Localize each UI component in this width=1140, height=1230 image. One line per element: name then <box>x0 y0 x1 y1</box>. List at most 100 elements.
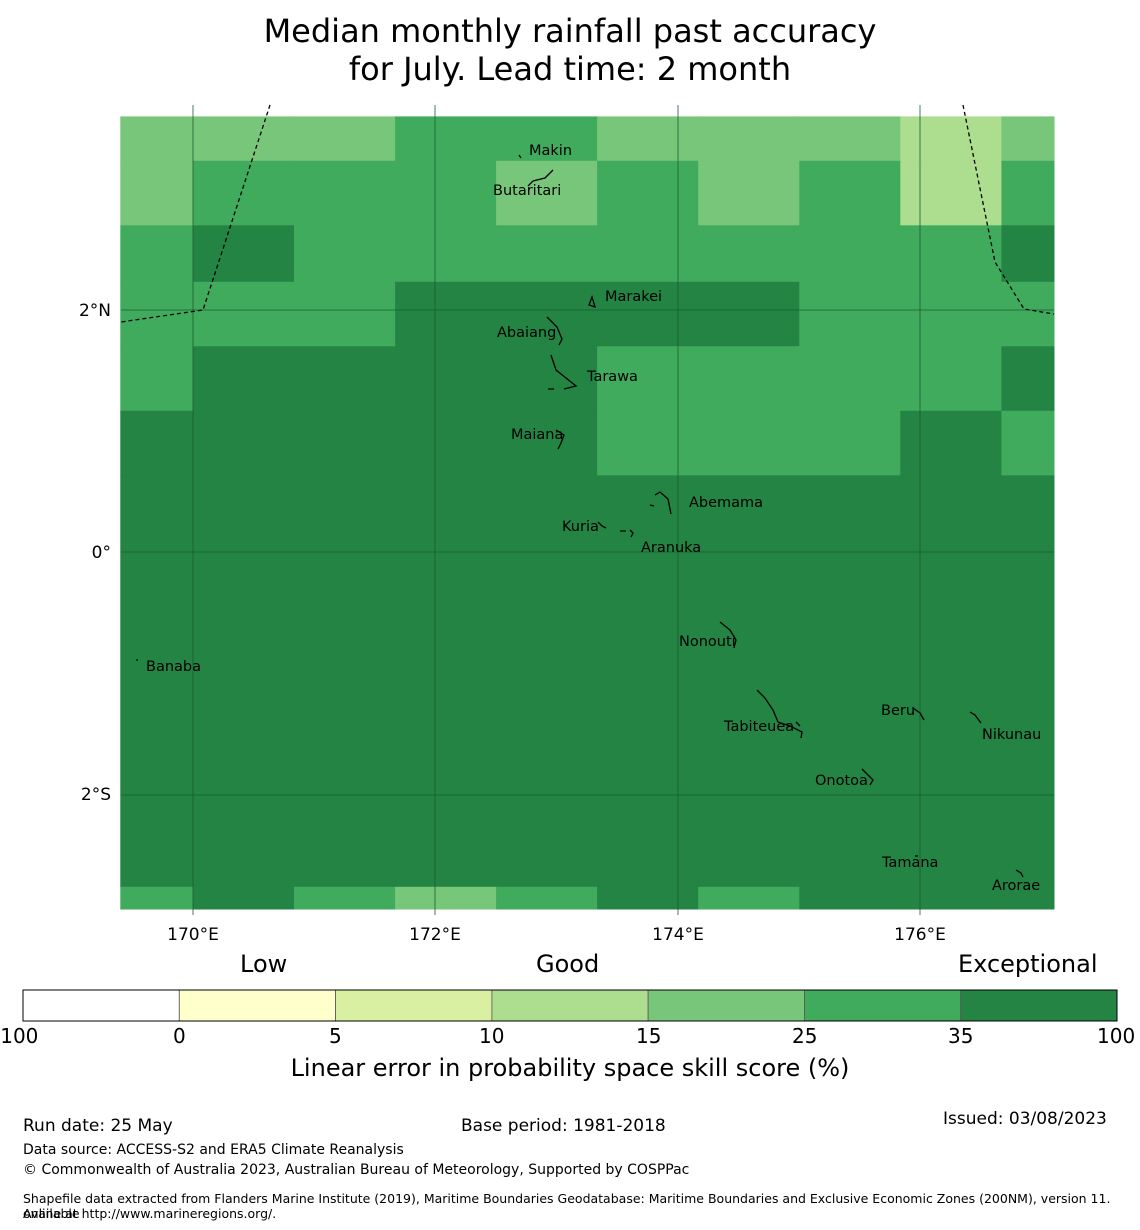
data-source: Data source: ACCESS-S2 and ERA5 Climate … <box>23 1142 404 1158</box>
category-label-good: Good <box>536 950 600 978</box>
island-label-beru: Beru <box>881 703 915 719</box>
grid-cell <box>698 160 800 226</box>
base-period: Base period: 1981-2018 <box>461 1116 666 1136</box>
grid-cell <box>193 410 295 476</box>
grid-cell <box>294 475 396 888</box>
grid-cell <box>395 410 497 476</box>
category-label-low: Low <box>240 950 288 978</box>
colorbar-segment <box>178 989 337 1022</box>
grid-cell <box>799 281 901 347</box>
grid-cell <box>597 160 699 226</box>
grid-cell <box>1001 116 1055 162</box>
lon-tick-172e: 172°E <box>409 925 461 945</box>
grid-cell <box>597 475 699 888</box>
colorbar-tick-100: 100 <box>1097 1024 1136 1048</box>
island-label-butaritari: Butaritari <box>493 183 561 199</box>
abaiang-coastline <box>546 316 563 346</box>
category-label-exceptional: Exceptional <box>958 950 1098 978</box>
grid-cell <box>698 225 800 283</box>
grid-cell <box>698 346 800 412</box>
island-label-onotoa: Onotoa <box>815 773 868 789</box>
grid-cell <box>294 410 396 476</box>
island-label-tabiteuea: Tabiteuea <box>723 719 794 735</box>
graticule-lines <box>121 105 1054 915</box>
grid-cell <box>799 475 901 888</box>
grid-cell <box>120 346 194 412</box>
island-labels: Makin Butaritari Marakei Abaiang Tarawa … <box>146 143 1041 894</box>
lat-tick-2n: 2°N <box>79 301 111 321</box>
grid-cell <box>900 410 1002 476</box>
grid-cell <box>496 225 598 283</box>
nonouti-coastline <box>719 621 737 649</box>
eez-boundary-west <box>120 104 271 323</box>
grid-cell <box>698 475 800 888</box>
island-label-maiana: Maiana <box>511 427 563 443</box>
grid-cell <box>395 886 497 910</box>
grid-cell <box>496 346 598 412</box>
grid-cell <box>496 886 598 910</box>
tabiteuea-coastline <box>756 689 803 739</box>
grid-cell <box>395 160 497 226</box>
grid-cell <box>193 225 295 283</box>
rainfall-skill-map: Makin Butaritari Marakei Abaiang Tarawa … <box>79 104 1055 945</box>
grid-cell <box>900 160 1002 226</box>
island-label-tarawa: Tarawa <box>586 369 638 385</box>
lat-tick-0: 0° <box>92 543 111 563</box>
colorbar-label: Linear error in probability space skill … <box>290 1054 850 1082</box>
lon-tick-174e: 174°E <box>652 925 704 945</box>
map-title-line-2: for July. Lead time: 2 month <box>348 50 792 88</box>
grid-cell <box>294 116 396 162</box>
island-label-tamana: Tamana <box>881 855 938 871</box>
grid-cell <box>294 346 396 412</box>
island-label-nikunau: Nikunau <box>982 727 1041 743</box>
colorbar-tick-0: 0 <box>173 1024 186 1048</box>
grid-cell <box>120 281 194 347</box>
grid-cell <box>193 281 295 347</box>
grid-cell <box>120 886 194 910</box>
grid-cell <box>698 886 800 910</box>
grid-cell <box>698 410 800 476</box>
grid-cell <box>120 475 194 888</box>
map-title-line-1: Median monthly rainfall past accuracy <box>263 12 877 50</box>
colorbar-segment <box>491 989 649 1022</box>
island-label-kuria: Kuria <box>562 519 599 535</box>
grid-cell <box>496 116 598 162</box>
colorbar-tick-35: 35 <box>948 1024 974 1048</box>
arorae-coastline <box>1015 869 1024 878</box>
issued-date: Issued: 03/08/2023 <box>943 1109 1107 1129</box>
colorbar-tick-minus100: -100 <box>0 1024 39 1048</box>
colorbar <box>22 989 1118 1022</box>
grid-cell <box>496 410 598 476</box>
grid-cell <box>597 886 699 910</box>
island-label-abemama: Abemama <box>689 495 763 511</box>
colorbar-tick-25: 25 <box>792 1024 818 1048</box>
grid-cell <box>496 160 598 226</box>
grid-cell <box>193 160 295 226</box>
grid-cell <box>395 225 497 283</box>
grid-cell <box>900 116 1002 162</box>
grid-cell <box>597 281 699 347</box>
island-label-aranuka: Aranuka <box>641 540 701 556</box>
grid-cell <box>799 116 901 162</box>
grid-cell <box>900 225 1002 283</box>
grid-cell <box>799 225 901 283</box>
grid-cell <box>193 475 295 888</box>
grid-cell <box>1001 475 1055 888</box>
grid-cell <box>120 410 194 476</box>
island-label-banaba: Banaba <box>146 659 201 675</box>
lon-tick-176e: 176°E <box>894 925 946 945</box>
nikunau-coastline <box>969 711 982 724</box>
marakei-coastline <box>588 294 596 309</box>
colorbar-segment <box>22 989 180 1022</box>
shapefile-credit-line-1: Shapefile data extracted from Flanders M… <box>23 1191 1111 1221</box>
island-label-nonouti: Nonouti <box>679 634 736 650</box>
colorbar-outline <box>22 989 1118 1022</box>
colorbar-tick-5: 5 <box>329 1024 342 1048</box>
grid-cell <box>395 475 497 888</box>
grid-cell <box>799 160 901 226</box>
grid-cell <box>193 346 295 412</box>
grid-cell <box>799 886 901 910</box>
grid-cell <box>496 281 598 347</box>
grid-cell <box>193 886 295 910</box>
grid-cell <box>597 116 699 162</box>
